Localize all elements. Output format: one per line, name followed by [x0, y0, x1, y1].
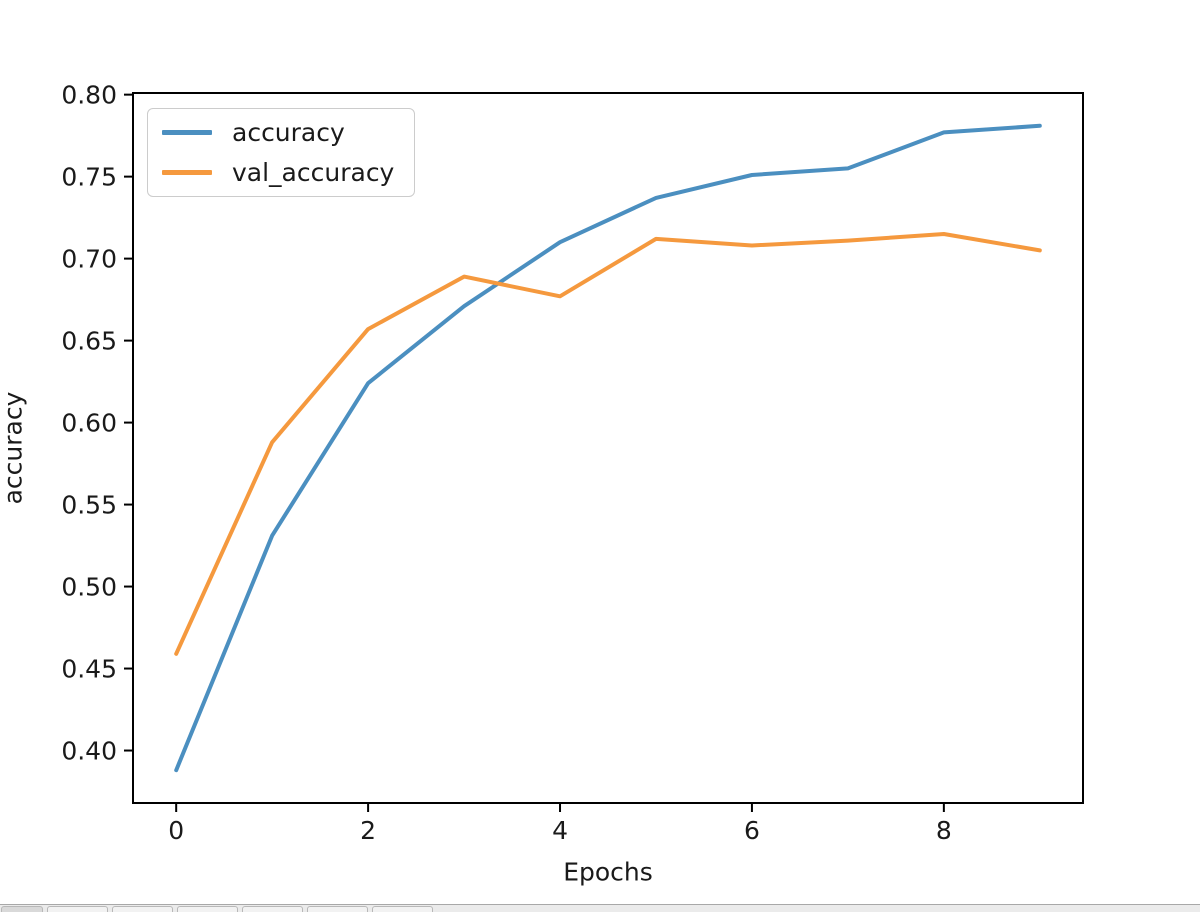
taskbar-button[interactable]	[372, 906, 433, 912]
x-tick-label: 0	[168, 816, 184, 845]
x-tick-label: 8	[936, 816, 952, 845]
taskbar-button[interactable]	[112, 906, 173, 912]
taskbar-button[interactable]	[1, 906, 43, 912]
legend-label-val-accuracy: val_accuracy	[232, 158, 395, 187]
legend-line-sample-val-accuracy	[162, 170, 212, 175]
axes-spines	[132, 92, 1084, 804]
taskbar-strip	[0, 904, 1200, 912]
legend-line-sample-accuracy	[162, 130, 212, 135]
y-tick-label: 0.40	[61, 737, 117, 766]
x-tick-label: 2	[360, 816, 376, 845]
legend-item-val-accuracy: val_accuracy	[162, 158, 400, 188]
y-tick-label: 0.80	[61, 81, 117, 110]
y-tick-label: 0.70	[61, 245, 117, 274]
y-tick-label: 0.50	[61, 573, 117, 602]
y-tick-label: 0.55	[61, 491, 117, 520]
taskbar-button[interactable]	[307, 906, 368, 912]
y-axis-label: accuracy	[0, 391, 28, 505]
x-tick-label: 6	[744, 816, 760, 845]
y-tick-label: 0.60	[61, 409, 117, 438]
taskbar-button[interactable]	[177, 906, 238, 912]
y-tick-label: 0.75	[61, 163, 117, 192]
legend-label-accuracy: accuracy	[232, 118, 345, 147]
series-line-accuracy	[174, 123, 1042, 773]
x-axis-label: Epochs	[563, 857, 653, 887]
legend-box: accuracy val_accuracy	[147, 108, 415, 197]
taskbar-button[interactable]	[242, 906, 303, 912]
y-tick-label: 0.65	[61, 327, 117, 356]
series-line-val_accuracy	[174, 232, 1042, 656]
legend-item-accuracy: accuracy	[162, 118, 400, 148]
taskbar-button[interactable]	[47, 906, 108, 912]
x-tick-label: 4	[552, 816, 568, 845]
y-tick-label: 0.45	[61, 655, 117, 684]
